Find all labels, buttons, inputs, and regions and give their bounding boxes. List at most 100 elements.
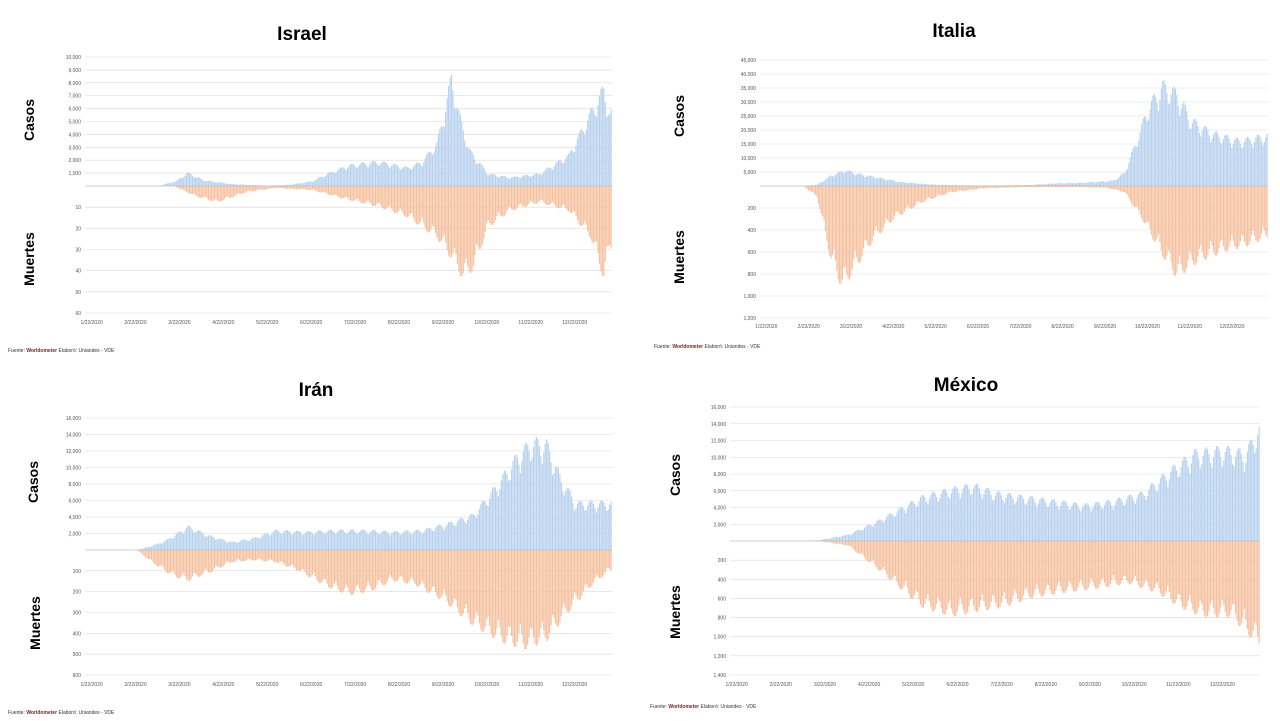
cases-bar: [243, 184, 245, 186]
deaths-bar: [807, 186, 810, 191]
cases-bar: [856, 530, 858, 541]
cases-bar: [407, 167, 409, 186]
cases-bar: [317, 177, 319, 186]
cases-bar: [908, 504, 910, 541]
cases-bar: [1221, 467, 1223, 541]
cases-bar: [1043, 184, 1045, 186]
cases-bar: [431, 530, 434, 550]
cases-bar: [1073, 502, 1075, 541]
cases-bar: [502, 175, 504, 186]
cases-tick-label: 4,000: [713, 506, 726, 512]
deaths-bar: [1012, 186, 1014, 188]
deaths-bar: [995, 541, 997, 604]
cases-tick-label: 14,000: [711, 422, 727, 428]
cases-bar: [1207, 130, 1209, 186]
deaths-bar: [992, 541, 994, 596]
deaths-bar: [1217, 541, 1219, 618]
cases-bar: [1164, 84, 1167, 186]
cases-bar: [1114, 504, 1116, 541]
deaths-bar: [604, 186, 606, 262]
deaths-bar: [159, 550, 161, 566]
cases-bar: [1237, 447, 1240, 541]
cases-bar: [213, 182, 215, 186]
cases-bar: [967, 485, 969, 541]
deaths-bar: [205, 550, 207, 569]
deaths-bar: [924, 541, 926, 604]
deaths-bar: [519, 550, 521, 625]
deaths-bar: [990, 541, 992, 603]
cases-bar: [420, 532, 422, 550]
cases-bar: [875, 178, 877, 186]
cases-bar: [1172, 88, 1174, 186]
cases-bar: [840, 536, 842, 541]
cases-bar: [458, 110, 460, 186]
deaths-bar: [927, 186, 930, 198]
deaths-bar: [1181, 186, 1184, 271]
cases-bar: [1074, 183, 1076, 186]
cases-bar: [1118, 177, 1120, 186]
deaths-bar: [357, 550, 359, 585]
cases-bar: [224, 540, 226, 550]
deaths-bar: [229, 550, 232, 563]
cases-bar: [1029, 184, 1031, 186]
deaths-bar: [1162, 186, 1164, 257]
deaths-bar: [399, 186, 401, 209]
cases-bar: [851, 172, 853, 186]
cases-bar: [592, 503, 595, 550]
cases-bar: [1169, 103, 1171, 186]
deaths-bar: [445, 550, 447, 596]
cases-bar: [956, 488, 958, 541]
cases-bar: [568, 153, 570, 186]
cases-bar: [197, 530, 199, 550]
cases-bar: [1234, 457, 1237, 541]
cases-bar: [850, 534, 852, 541]
deaths-bar: [843, 541, 845, 545]
cases-bar: [858, 173, 860, 186]
cases-bar: [431, 154, 434, 186]
cases-bar: [936, 184, 938, 186]
deaths-bar: [262, 550, 264, 561]
deaths-bar: [232, 186, 235, 197]
source-site: Worldometer: [26, 348, 58, 354]
cases-bar: [411, 169, 413, 186]
cases-bar: [1248, 137, 1250, 186]
deaths-bar: [1027, 541, 1029, 594]
cases-bar: [893, 516, 895, 541]
cases-bar: [502, 474, 504, 550]
cases-bar: [506, 177, 508, 186]
cases-bar: [442, 126, 444, 186]
deaths-bar: [1019, 186, 1021, 188]
deaths-bar: [1251, 186, 1253, 235]
deaths-bar: [1085, 186, 1088, 188]
deaths-bar: [864, 186, 866, 240]
deaths-bar: [1192, 541, 1194, 610]
deaths-bar: [470, 550, 472, 625]
deaths-bar: [1101, 186, 1103, 188]
deaths-bar: [884, 186, 886, 224]
deaths-bar: [524, 550, 526, 649]
deaths-bar: [903, 541, 905, 586]
deaths-bar: [967, 541, 969, 612]
cases-bar: [1242, 146, 1244, 186]
cases-bar: [1005, 185, 1007, 186]
deaths-bar: [572, 550, 574, 600]
cases-bar: [1115, 179, 1117, 186]
deaths-bar: [547, 186, 549, 206]
cases-bar: [1158, 484, 1160, 541]
cases-bar: [408, 167, 410, 186]
deaths-bar: [205, 186, 207, 197]
deaths-bar: [609, 550, 611, 570]
cases-bar: [1234, 139, 1236, 186]
deaths-bar: [1024, 541, 1026, 590]
cases-bar: [203, 535, 205, 550]
cases-bar: [1173, 464, 1175, 541]
deaths-bar: [404, 550, 406, 583]
cases-bar: [1184, 105, 1186, 186]
cases-bar: [824, 179, 827, 186]
cases-bar: [1238, 139, 1240, 186]
deaths-bar: [531, 550, 533, 630]
deaths-bar: [1193, 186, 1195, 265]
cases-bar: [571, 496, 573, 550]
deaths-bar: [149, 550, 151, 560]
deaths-bar: [606, 550, 608, 569]
